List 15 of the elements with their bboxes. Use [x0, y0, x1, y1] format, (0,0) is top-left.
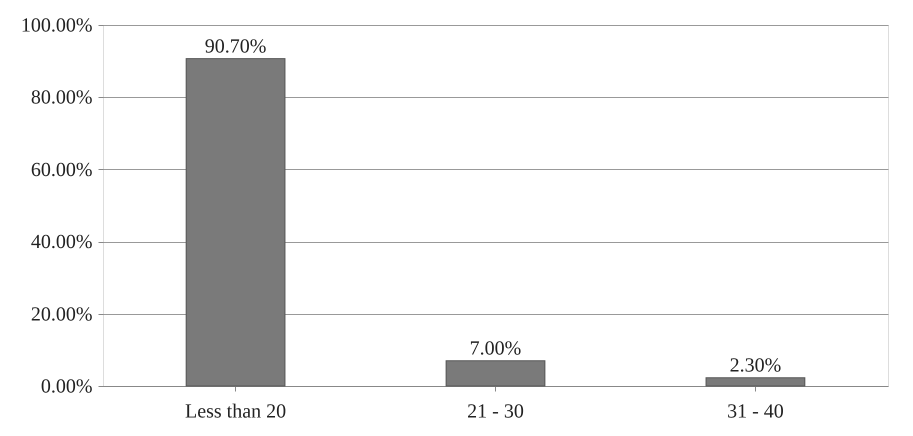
- y-tick-label: 60.00%: [30, 158, 92, 181]
- bar: [706, 377, 806, 386]
- bar: [446, 360, 546, 386]
- data-label: 7.00%: [470, 338, 522, 360]
- y-tick-label: 20.00%: [30, 303, 92, 326]
- y-tick-label: 0.00%: [40, 376, 92, 398]
- y-tick-label: 80.00%: [30, 86, 92, 109]
- y-tick-label: 40.00%: [30, 231, 92, 254]
- y-tick-label: 100.00%: [20, 14, 92, 36]
- data-label: 90.70%: [204, 36, 266, 58]
- x-tick-label: 31 - 40: [727, 400, 784, 422]
- bar: [186, 58, 286, 386]
- data-label: 2.30%: [730, 354, 782, 377]
- x-tick-label: 21 - 30: [467, 400, 524, 422]
- x-tick-label: Less than 20: [185, 400, 286, 422]
